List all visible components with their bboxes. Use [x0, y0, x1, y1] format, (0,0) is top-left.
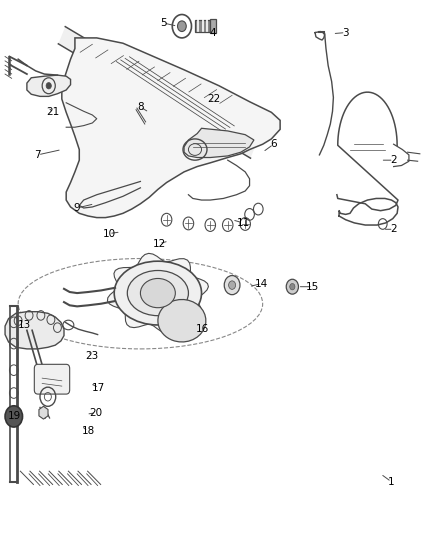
Ellipse shape: [127, 270, 188, 316]
Text: 2: 2: [390, 224, 397, 235]
Text: 9: 9: [74, 203, 81, 213]
Text: 15: 15: [306, 282, 319, 292]
Text: 10: 10: [102, 229, 116, 239]
Text: 12: 12: [152, 239, 166, 248]
Text: 2: 2: [390, 155, 397, 165]
Polygon shape: [184, 128, 254, 158]
Circle shape: [286, 279, 298, 294]
Text: 22: 22: [207, 94, 220, 104]
Text: 17: 17: [92, 383, 106, 393]
Text: 7: 7: [35, 150, 41, 160]
FancyBboxPatch shape: [210, 19, 215, 33]
Circle shape: [224, 276, 240, 295]
Polygon shape: [158, 300, 206, 342]
Polygon shape: [27, 75, 71, 96]
Polygon shape: [62, 38, 280, 217]
Text: 13: 13: [18, 320, 32, 330]
Ellipse shape: [141, 278, 175, 308]
Text: 14: 14: [255, 279, 268, 288]
Circle shape: [177, 21, 186, 31]
Polygon shape: [5, 312, 64, 349]
Text: 18: 18: [81, 426, 95, 437]
Polygon shape: [107, 253, 208, 333]
Circle shape: [46, 83, 51, 89]
Text: 3: 3: [343, 28, 349, 38]
FancyBboxPatch shape: [34, 365, 70, 394]
Text: 6: 6: [270, 139, 277, 149]
Text: 1: 1: [388, 477, 395, 487]
FancyBboxPatch shape: [195, 20, 210, 31]
Circle shape: [229, 281, 236, 289]
Text: 19: 19: [8, 411, 21, 422]
Circle shape: [290, 284, 295, 290]
Text: 8: 8: [137, 102, 144, 112]
Polygon shape: [39, 406, 48, 419]
Polygon shape: [59, 28, 257, 157]
Text: 11: 11: [237, 218, 250, 228]
Circle shape: [5, 406, 22, 427]
Text: 4: 4: [209, 28, 216, 38]
Text: 20: 20: [89, 408, 102, 418]
Ellipse shape: [114, 261, 201, 325]
Text: 23: 23: [85, 351, 98, 361]
Text: 5: 5: [160, 18, 167, 28]
Text: 21: 21: [46, 107, 60, 117]
Text: 16: 16: [196, 324, 209, 334]
